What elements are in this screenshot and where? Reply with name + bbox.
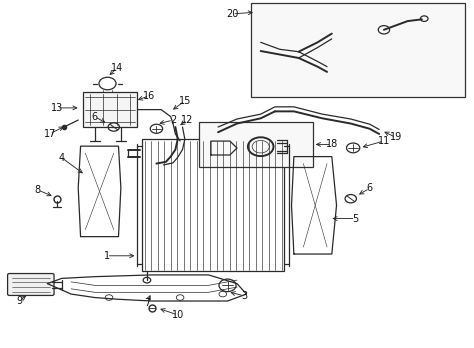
Text: 2: 2	[170, 115, 176, 125]
Bar	[199, 122, 313, 167]
Bar	[142, 139, 284, 271]
Text: 12: 12	[181, 115, 193, 125]
Text: 10: 10	[172, 310, 184, 320]
Text: 13: 13	[51, 103, 63, 113]
Bar	[83, 92, 137, 127]
Bar	[251, 3, 465, 97]
Text: 7: 7	[144, 298, 150, 308]
Text: 6: 6	[92, 112, 98, 121]
Text: 14: 14	[111, 63, 123, 73]
Text: 3: 3	[241, 291, 247, 301]
Text: 20: 20	[226, 9, 238, 19]
Text: 6: 6	[367, 183, 373, 193]
Text: 4: 4	[59, 153, 64, 163]
Text: 16: 16	[143, 91, 155, 101]
Text: 9: 9	[16, 296, 22, 306]
FancyBboxPatch shape	[8, 274, 54, 295]
Text: 19: 19	[390, 133, 402, 142]
Text: 8: 8	[35, 185, 41, 195]
Text: 11: 11	[378, 136, 390, 146]
Text: 18: 18	[326, 140, 338, 149]
Text: 17: 17	[44, 129, 56, 139]
Text: 15: 15	[179, 96, 191, 106]
Text: 1: 1	[104, 251, 109, 261]
Text: 5: 5	[352, 214, 359, 223]
